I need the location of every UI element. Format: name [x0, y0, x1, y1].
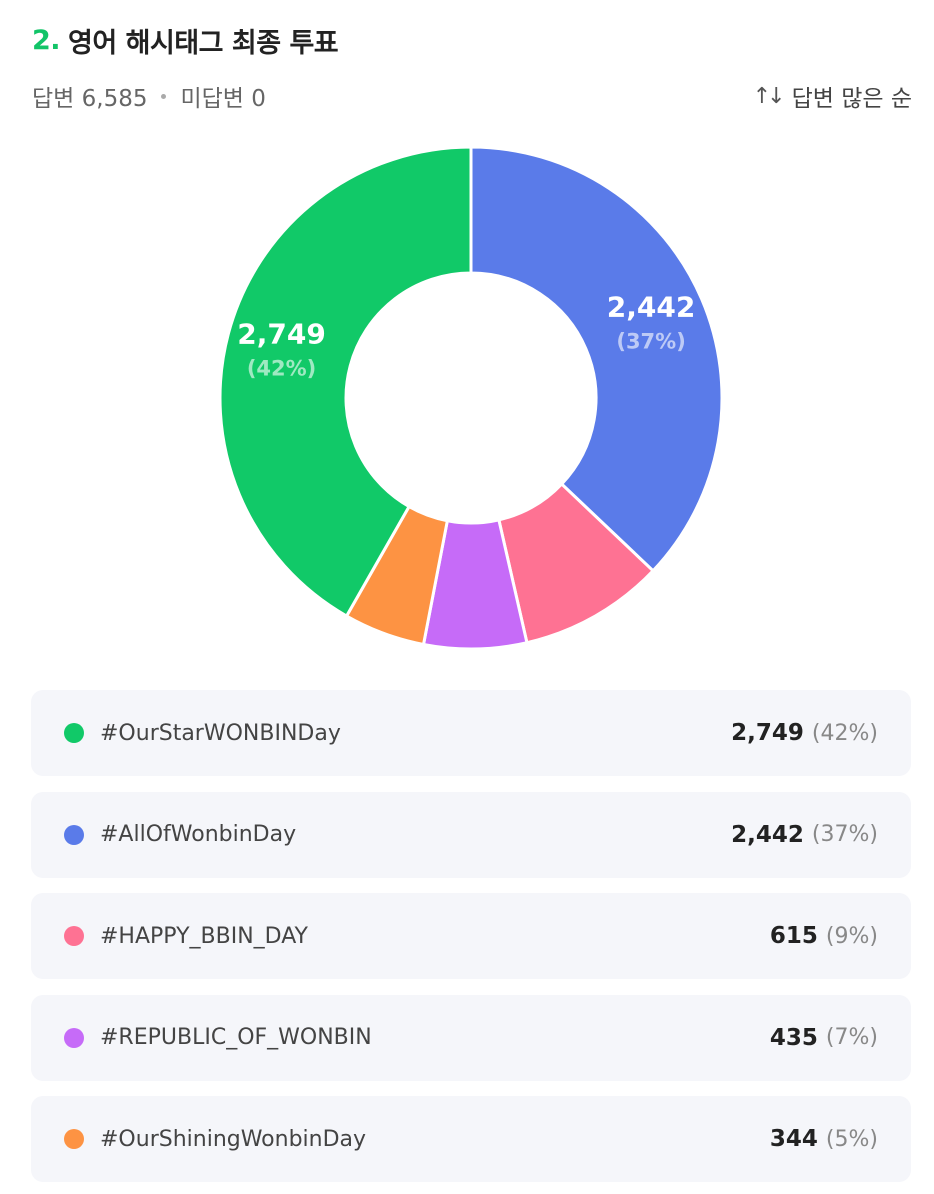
- blue-swatch-icon: [64, 824, 84, 845]
- pink-swatch-icon: [64, 926, 84, 946]
- option-row-republic-of-wonbin[interactable]: #REPUBLIC_OF_WONBIN 435 (7%): [31, 994, 911, 1081]
- question-title: 2. 영어 해시태그 최종 투표: [32, 18, 339, 62]
- question-text: 영어 해시태그 최종 투표: [68, 27, 339, 59]
- option-percent: (5%): [825, 1126, 878, 1152]
- sort-button[interactable]: ↑↓ 답변 많은 순: [753, 79, 912, 113]
- option-label: #HAPPY_BBIN_DAY: [100, 923, 308, 949]
- option-percent: (42%): [811, 720, 878, 746]
- question-number: 2.: [32, 24, 61, 56]
- separator-dot: [161, 93, 167, 99]
- option-label: #OurStarWONBINDay: [100, 720, 341, 746]
- option-row-allofwonbinday[interactable]: #AllOfWonbinDay 2,442 (37%): [31, 791, 911, 878]
- sort-label: 답변 많은 순: [791, 86, 912, 112]
- response-summary: 답변 6,585 미답변 0 ↑↓ 답변 많은 순: [32, 76, 912, 116]
- option-label: #REPUBLIC_OF_WONBIN: [100, 1025, 372, 1050]
- option-count: 615: [769, 923, 818, 949]
- green-swatch-icon: [64, 723, 84, 743]
- option-count: 344: [769, 1126, 818, 1152]
- response-counts: 답변 6,585 미답변 0: [32, 79, 266, 113]
- donut-chart-svg: 2,442 (37%) 2,749 (42%): [218, 145, 724, 651]
- option-row-ourstarwonbinday[interactable]: #OurStarWONBINDay 2,749 (42%): [31, 690, 911, 776]
- option-row-ourshiningwonbinday[interactable]: #OurShiningWonbinDay 344 (5%): [31, 1096, 911, 1182]
- option-percent: (7%): [825, 1025, 878, 1050]
- option-row-happy-bbin-day[interactable]: #HAPPY_BBIN_DAY 615 (9%): [31, 893, 911, 979]
- option-label: #AllOfWonbinDay: [100, 822, 297, 847]
- slice-percent-label: (37%): [616, 330, 685, 354]
- option-percent: (37%): [811, 822, 878, 847]
- answered-count: 답변 6,585: [32, 86, 148, 112]
- slice-percent-label: (42%): [247, 357, 316, 381]
- donut-slice-ourstarwonbinday[interactable]: [218, 145, 473, 619]
- option-list: #OurStarWONBINDay 2,749 (42%) #AllOfWonb…: [31, 690, 911, 1194]
- purple-swatch-icon: [64, 1027, 84, 1048]
- option-percent: (9%): [825, 923, 878, 949]
- sort-updown-icon: ↑↓: [752, 83, 786, 109]
- donut-chart: 2,442 (37%) 2,749 (42%): [0, 130, 934, 670]
- option-count: 2,442: [731, 821, 804, 848]
- option-count: 2,749: [731, 720, 804, 746]
- option-label: #OurShiningWonbinDay: [100, 1126, 367, 1152]
- slice-value-label: 2,442: [607, 291, 696, 324]
- option-count: 435: [769, 1024, 818, 1051]
- unanswered-count: 미답변 0: [180, 86, 266, 112]
- slice-value-label: 2,749: [237, 318, 326, 351]
- orange-swatch-icon: [64, 1129, 84, 1149]
- donut-slice-allofwonbinday[interactable]: [469, 145, 724, 573]
